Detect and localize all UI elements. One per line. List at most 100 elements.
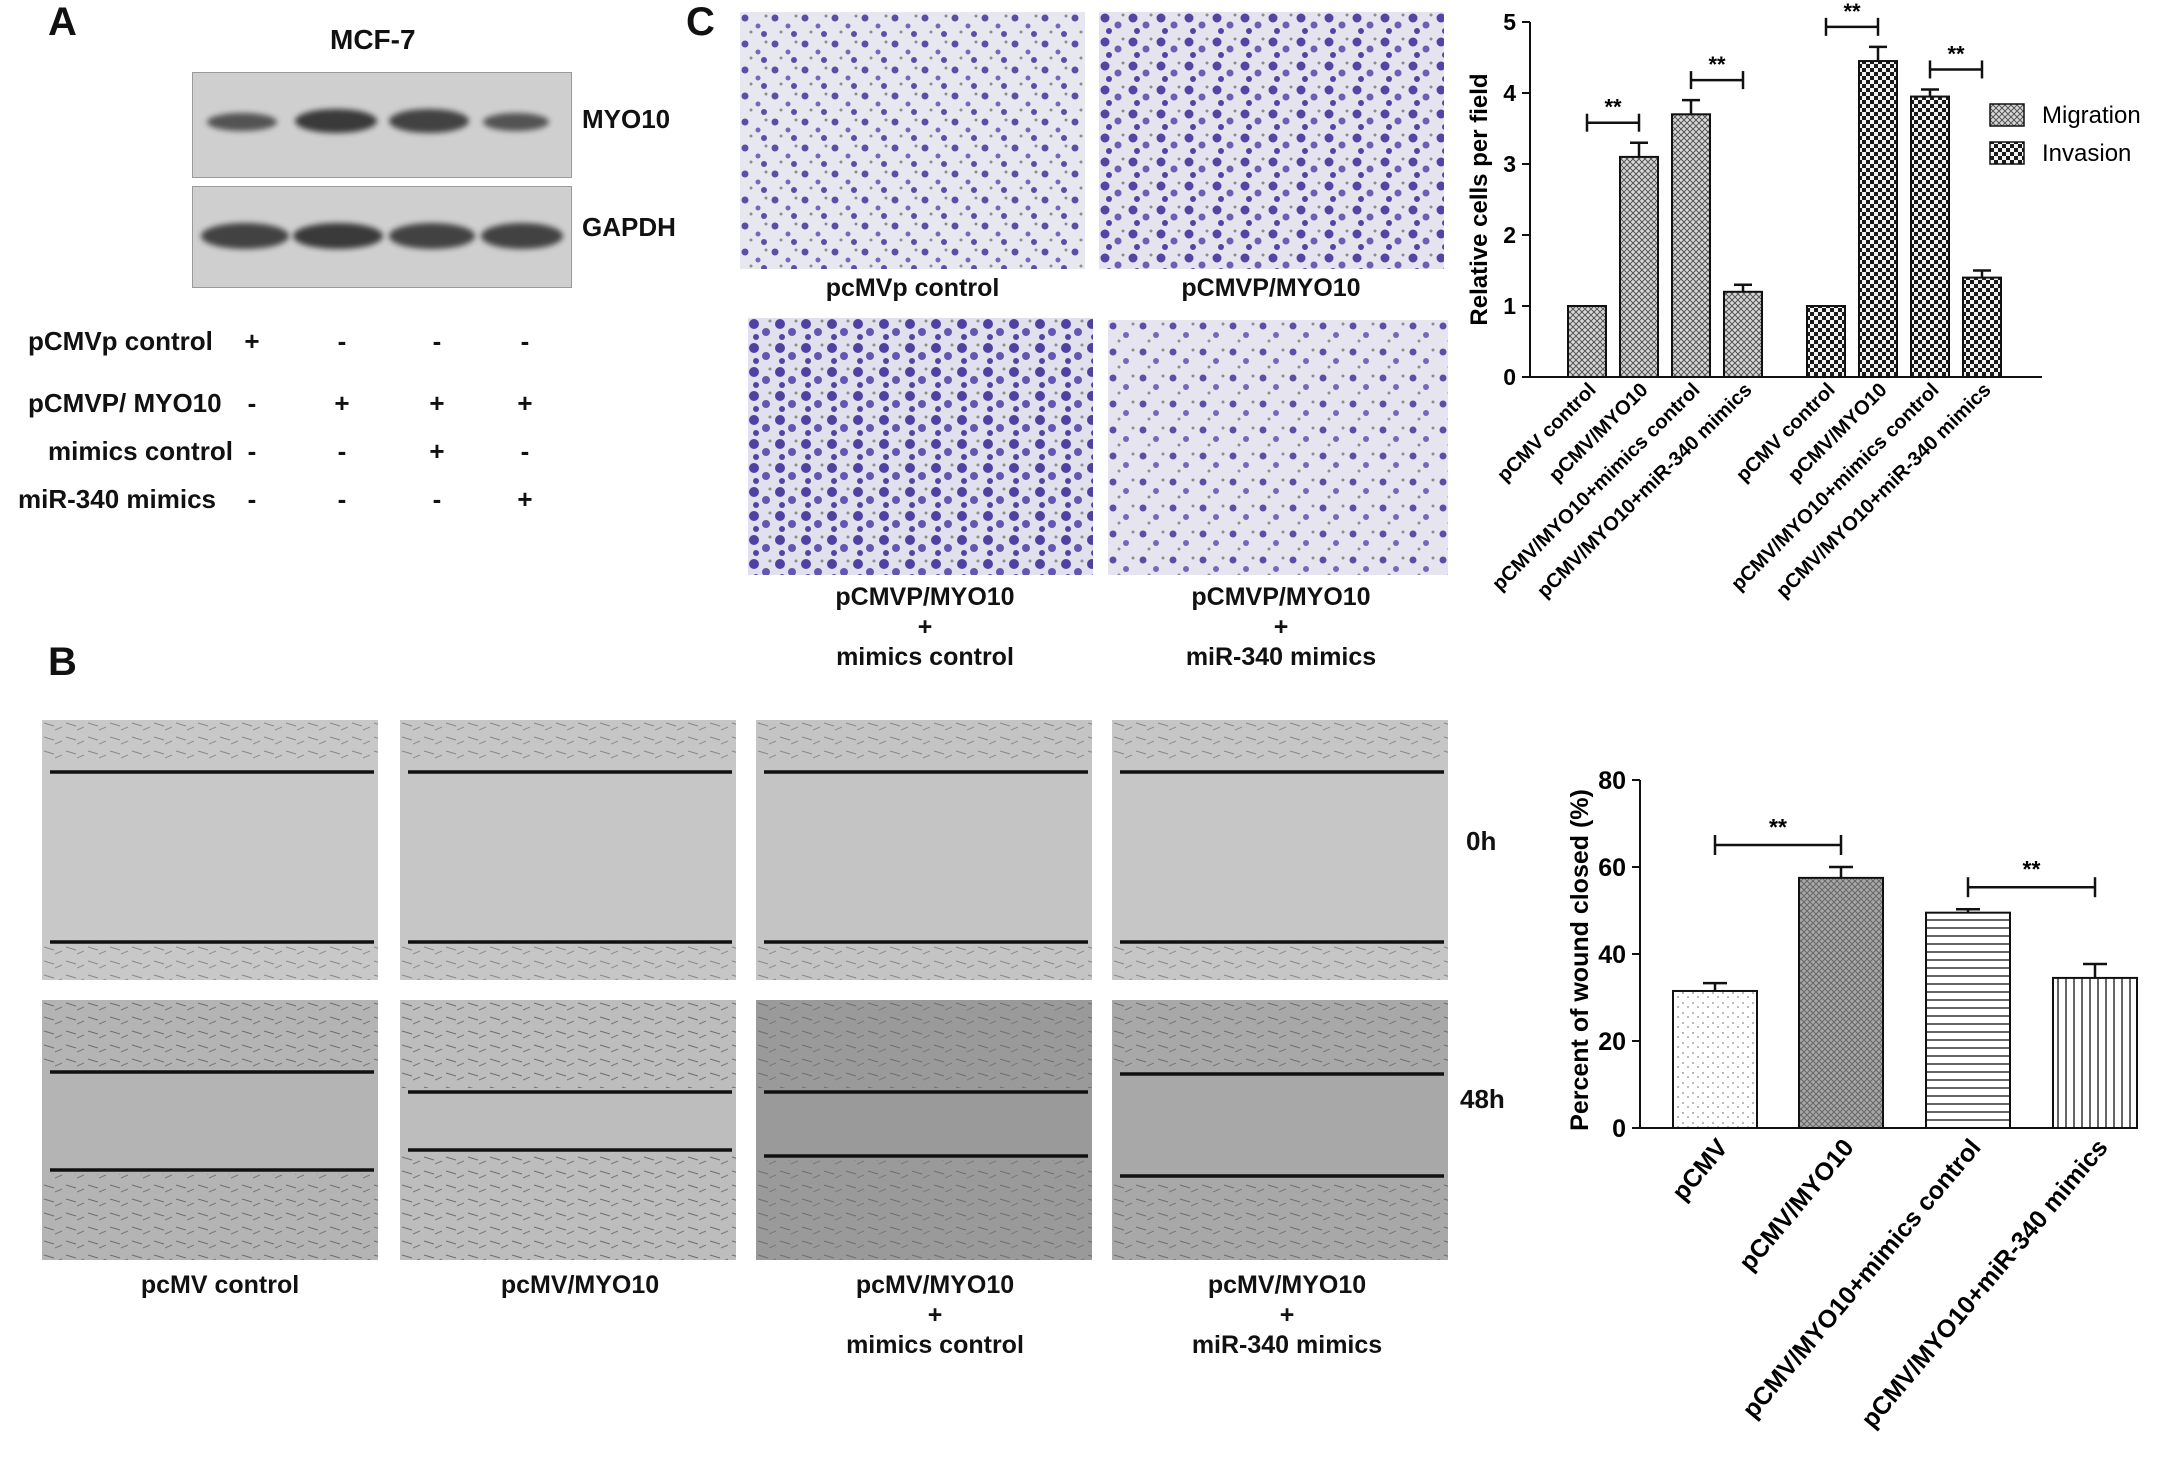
transwell-caption: pCMVP/MYO10 + miR-340 mimics	[1185, 583, 1377, 671]
wound-texture	[1112, 720, 1448, 980]
bar	[1910, 95, 1950, 379]
cell-region	[1112, 940, 1448, 980]
blot-myo10	[192, 72, 572, 178]
transwell-image	[1108, 320, 1448, 575]
band-label-gapdh: GAPDH	[582, 212, 676, 242]
cell-region	[42, 720, 378, 760]
legend-swatch	[1989, 103, 2025, 127]
wound-texture	[400, 720, 736, 980]
condition-label: pCMVP/ MYO10	[28, 388, 222, 418]
cell-region	[42, 1174, 378, 1260]
band-label-myo10: MYO10	[582, 104, 671, 134]
bar	[1671, 113, 1711, 379]
cell-region	[1112, 1180, 1448, 1260]
cell-region	[400, 1154, 736, 1260]
transwell-texture	[748, 318, 1093, 575]
x-tick-label: pCMV/MYO10+miR-340 mimics	[1856, 1134, 2114, 1434]
wound-caption: pcMV/MYO10 + miR-340 mimics	[1191, 1271, 1383, 1359]
cell-region	[756, 1160, 1092, 1260]
wound-texture	[756, 720, 1092, 980]
condition-sign: -	[247, 436, 257, 466]
legend-label: Migration	[2042, 102, 2141, 129]
condition-sign: +	[244, 326, 260, 356]
cell-region	[42, 1000, 378, 1068]
condition-sign: -	[432, 484, 442, 514]
condition-sign: -	[520, 326, 530, 356]
wound-texture	[1112, 1000, 1448, 1260]
condition-sign: +	[517, 388, 533, 418]
significance-label: **	[1843, 0, 1861, 24]
cell-region	[1112, 1000, 1448, 1070]
transwell-image	[1099, 12, 1444, 269]
wound-image	[400, 720, 736, 980]
condition-sign: -	[520, 436, 530, 466]
x-tick-label: pCMV	[1667, 1134, 1734, 1207]
y-tick-label: 60	[1598, 854, 1626, 882]
cell-region	[756, 1000, 1092, 1088]
panel-label-a: A	[48, 0, 77, 44]
transwell-texture	[1099, 12, 1444, 269]
time-label: 0h	[1466, 826, 1497, 856]
cell-region	[756, 720, 1092, 760]
condition-sign: -	[337, 326, 347, 356]
legend-swatch	[1989, 141, 2025, 165]
bar	[1962, 276, 2002, 379]
significance-label: **	[2023, 856, 2041, 882]
condition-label: mimics control	[48, 436, 233, 466]
x-tick-label: pCMV/MYO10+mimics control	[1727, 379, 1943, 595]
wound-image	[756, 720, 1092, 980]
transwell-image	[740, 12, 1085, 269]
y-tick-label: 0	[1612, 1115, 1626, 1143]
condition-sign: +	[517, 484, 533, 514]
wound-image	[1112, 1000, 1448, 1260]
cell-region	[1112, 720, 1448, 760]
transwell-texture	[740, 12, 1085, 269]
condition-label: pCMVp control	[28, 326, 213, 356]
blot-gapdh	[192, 186, 572, 288]
panel-label-b: B	[48, 640, 77, 684]
legend-label: Invasion	[2042, 140, 2131, 167]
bar	[1925, 911, 2011, 1129]
x-tick-label: pCMV/MYO10	[1734, 1134, 1860, 1277]
y-tick-label: 3	[1503, 151, 1516, 177]
significance-label: **	[1947, 41, 1965, 66]
wound-image	[42, 1000, 378, 1260]
wound-texture	[42, 1000, 378, 1260]
y-tick-label: 40	[1598, 941, 1626, 969]
wound-image	[42, 720, 378, 980]
y-tick-label: 5	[1503, 9, 1516, 35]
bar	[1619, 155, 1659, 378]
condition-label: miR-340 mimics	[18, 484, 216, 514]
cell-line-label: MCF-7	[330, 24, 416, 55]
transwell-caption: pCMVP/MYO10 + mimics control	[835, 583, 1015, 671]
bar	[1858, 60, 1898, 379]
condition-sign: -	[247, 484, 257, 514]
bar	[1723, 290, 1763, 378]
condition-sign: -	[337, 484, 347, 514]
wound-texture	[756, 1000, 1092, 1260]
cell-region	[42, 940, 378, 980]
condition-sign: -	[247, 388, 257, 418]
wound-caption: pcMV control	[140, 1271, 300, 1299]
transwell-image	[748, 318, 1093, 575]
condition-sign: -	[432, 326, 442, 356]
wound-caption: pcMV/MYO10 + mimics control	[846, 1271, 1024, 1359]
panel-label-c: C	[686, 0, 715, 44]
y-tick-label: 1	[1503, 293, 1516, 319]
cell-region	[400, 1000, 736, 1088]
time-label: 48h	[1460, 1084, 1505, 1114]
wound-image	[400, 1000, 736, 1260]
transwell-caption: pcMVp control	[825, 274, 1000, 302]
cell-region	[400, 940, 736, 980]
transwell-texture	[1108, 320, 1448, 575]
condition-sign: +	[429, 436, 445, 466]
significance-label: **	[1769, 814, 1787, 840]
bar	[1798, 876, 1884, 1129]
bar	[1672, 989, 1758, 1129]
cell-region	[756, 940, 1092, 980]
y-tick-label: 0	[1503, 364, 1516, 390]
y-tick-label: 2	[1503, 222, 1516, 248]
significance-label: **	[1604, 95, 1622, 120]
condition-sign: +	[334, 388, 350, 418]
